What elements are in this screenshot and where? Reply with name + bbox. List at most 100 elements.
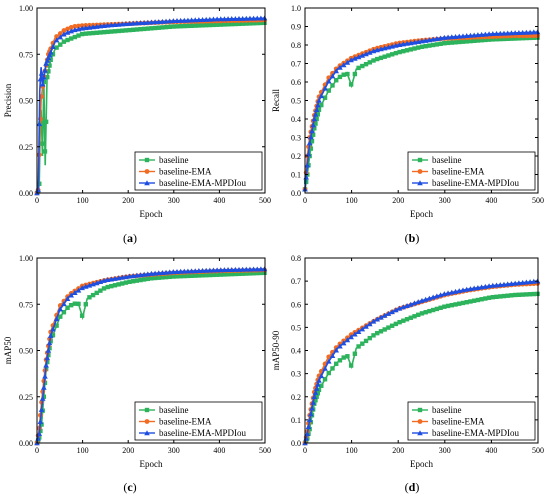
data-point	[254, 266, 261, 272]
data-point	[441, 34, 448, 40]
data-point	[145, 19, 151, 25]
data-point	[109, 29, 114, 34]
data-point	[344, 337, 351, 343]
data-point	[200, 23, 205, 28]
data-point	[145, 26, 151, 31]
x-tick-label: 0	[35, 196, 39, 205]
data-point	[449, 40, 454, 45]
data-point	[174, 24, 180, 29]
data-point	[309, 128, 315, 134]
data-point	[61, 31, 67, 37]
data-point	[348, 334, 354, 340]
data-point	[41, 74, 47, 80]
data-point	[430, 307, 436, 313]
legend-swatch-marker	[144, 430, 150, 436]
data-point	[98, 30, 103, 35]
data-point	[308, 146, 314, 151]
data-point	[79, 285, 85, 291]
data-point	[456, 33, 463, 39]
panel-label-part: (	[123, 231, 127, 245]
data-point	[348, 82, 354, 87]
data-point	[337, 64, 343, 70]
legend-entry: baseline-EMA-MPDIou	[432, 428, 519, 438]
data-point	[207, 16, 213, 22]
data-point	[105, 284, 110, 290]
data-point	[457, 39, 462, 45]
data-point	[101, 286, 107, 291]
x-tick-label: 200	[122, 446, 134, 455]
data-point	[393, 321, 399, 327]
data-point	[478, 31, 485, 37]
data-point	[389, 309, 395, 315]
chart-panel-c: 0 100 200 300 400 500 0.00 0.25 0.50 0.75 1.00 Epoc…	[3, 254, 271, 494]
data-point	[203, 16, 209, 22]
legend-swatch-marker	[417, 169, 423, 174]
legend-box	[407, 151, 536, 191]
data-point	[47, 63, 52, 68]
data-point	[221, 267, 228, 273]
panel-label: (d)	[405, 480, 420, 494]
legend-entry: baseline-EMA-MPDIou	[159, 428, 246, 438]
x-axis-label: Epoch	[140, 209, 163, 219]
data-point	[229, 21, 234, 27]
data-point	[112, 283, 118, 288]
data-point	[44, 355, 51, 361]
data-point	[258, 15, 264, 21]
data-point	[359, 52, 366, 58]
data-point	[258, 270, 264, 276]
data-point	[434, 306, 440, 312]
data-point	[152, 25, 158, 31]
data-point	[309, 405, 315, 411]
chart-panel-b: 0 100 200 300 400 500 0.0 0.1 0.2 0.3 0.4 0.5 0.6 0.7…	[271, 4, 544, 245]
data-point	[445, 40, 451, 46]
data-point	[170, 18, 177, 24]
data-point	[222, 272, 227, 277]
data-point	[423, 310, 428, 315]
data-point	[407, 301, 414, 307]
x-tick-label: 100	[77, 196, 89, 205]
data-point	[352, 71, 358, 77]
data-point	[65, 305, 70, 310]
data-point	[411, 300, 418, 306]
data-point	[468, 38, 473, 44]
data-point	[225, 267, 231, 273]
data-point	[64, 295, 71, 301]
data-point	[45, 55, 52, 61]
data-point	[404, 48, 410, 53]
data-point	[345, 354, 350, 359]
data-point	[312, 389, 319, 395]
data-point	[189, 273, 194, 278]
data-point	[250, 266, 257, 272]
data-point	[240, 21, 245, 26]
data-point	[430, 42, 436, 48]
x-tick-label: 200	[392, 196, 404, 205]
legend-swatch-marker	[144, 407, 150, 413]
data-point	[330, 366, 335, 371]
data-point	[41, 384, 47, 390]
data-point	[313, 106, 320, 112]
legend-swatch-marker	[144, 180, 150, 186]
y-tick-label: 0.25	[19, 143, 33, 152]
y-tick-label: 0.6	[291, 300, 301, 309]
data-point	[131, 27, 136, 32]
x-tick-label: 400	[213, 446, 225, 455]
data-point	[520, 292, 525, 297]
data-point	[79, 23, 85, 29]
data-point	[337, 343, 343, 349]
data-point	[404, 317, 410, 322]
data-point	[58, 314, 63, 319]
data-point	[182, 23, 187, 29]
data-point	[378, 329, 384, 334]
data-point	[53, 316, 60, 322]
data-point	[306, 417, 313, 423]
data-point	[382, 327, 387, 332]
data-point	[348, 57, 354, 63]
data-point	[313, 121, 318, 126]
data-point	[185, 23, 191, 29]
data-point	[138, 277, 143, 283]
data-point	[471, 38, 477, 44]
legend-swatch-marker	[144, 419, 150, 424]
data-point	[449, 302, 454, 308]
